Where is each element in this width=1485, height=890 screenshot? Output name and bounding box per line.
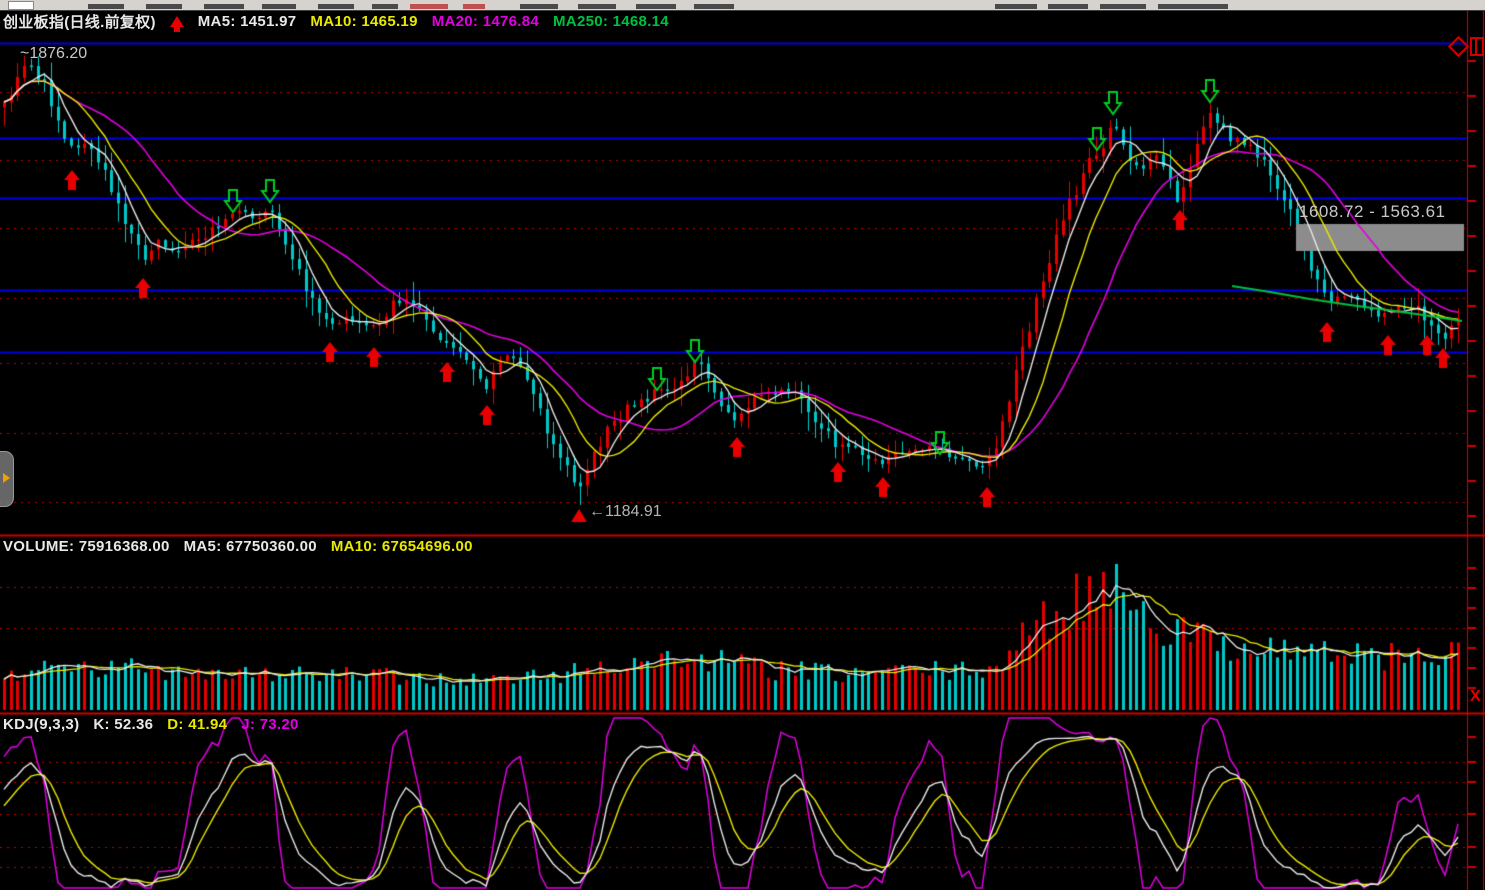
ma250-label: MA250: 1468.14 (553, 13, 669, 30)
high-price-label: ~1876.20 (20, 45, 88, 62)
menu-item-stub[interactable] (1100, 4, 1146, 9)
close-indicator-button[interactable]: X (1470, 688, 1481, 705)
menu-item-stub[interactable] (318, 4, 354, 9)
up-arrow-icon (169, 16, 184, 32)
ma10-label: MA10: 1465.19 (310, 13, 418, 30)
range-tooltip: 1608.72 - 1563.61 (1299, 202, 1446, 221)
menu-item-stub[interactable] (1048, 4, 1088, 9)
menu-item-stub[interactable] (520, 4, 558, 9)
menu-item-stub[interactable] (410, 4, 448, 9)
volume-ma10-label: MA10: 67654696.00 (330, 538, 473, 555)
instrument-title: 创业板指(日线.前复权) (3, 14, 156, 31)
volume-ma5-label: MA5: 67750360.00 (183, 538, 317, 555)
menu-item-stub[interactable] (1158, 4, 1228, 9)
panel-expand-handle[interactable] (0, 451, 14, 507)
menu-item-stub[interactable] (204, 4, 244, 9)
ma20-label: MA20: 1476.84 (431, 13, 540, 30)
expand-arrow-icon (3, 473, 10, 483)
kdj-formula-label: KDJ(9,3,3) (3, 716, 80, 733)
menu-item-stub[interactable] (694, 4, 734, 9)
main-chart-header: 创业板指(日线.前复权) MA5: 1451.97 MA10: 1465.19 … (3, 11, 669, 32)
low-price-label: ←1184.91 (589, 503, 662, 520)
volume-value-label: VOLUME: 75916368.00 (3, 538, 170, 555)
menu-item-stub[interactable] (995, 4, 1037, 9)
menu-item-stub[interactable] (463, 4, 485, 9)
layout-tool-icon[interactable] (1470, 37, 1484, 56)
menu-item-stub[interactable] (262, 4, 296, 9)
volume-header: VOLUME: 75916368.00 MA5: 67750360.00 MA1… (3, 538, 473, 555)
kdj-j-label: J: 73.20 (241, 716, 299, 733)
kdj-header: KDJ(9,3,3) K: 52.36 D: 41.94 J: 73.20 (3, 716, 299, 733)
kdj-d-label: D: 41.94 (167, 716, 228, 733)
menu-item-stub[interactable] (146, 4, 182, 9)
menu-item-stub[interactable] (88, 4, 124, 9)
menu-item-stub[interactable] (636, 4, 676, 9)
kdj-k-label: K: 52.36 (93, 716, 154, 733)
menu-item-stub[interactable] (372, 4, 398, 9)
menu-bar[interactable] (0, 0, 1485, 11)
ma5-label: MA5: 1451.97 (197, 13, 297, 30)
menu-item-stub[interactable] (8, 1, 34, 10)
menu-item-stub[interactable] (578, 4, 616, 9)
